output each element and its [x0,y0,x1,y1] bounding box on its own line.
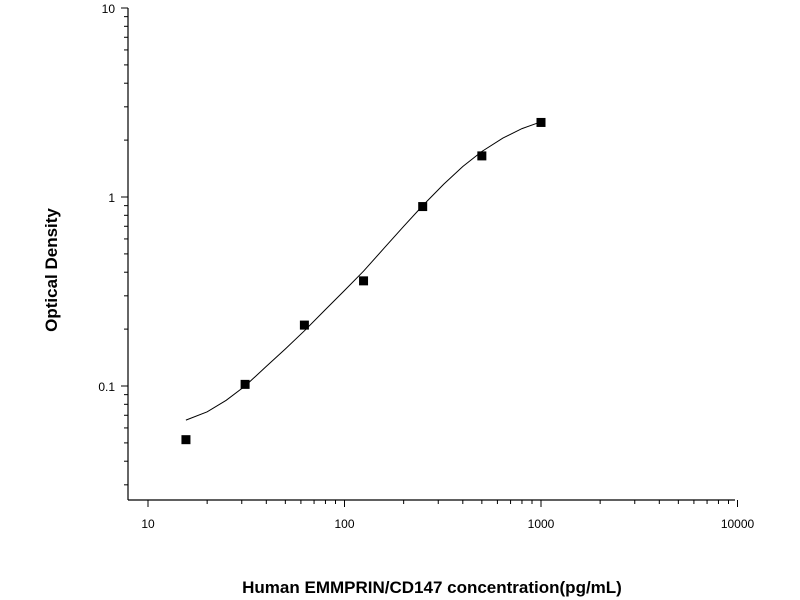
x-tick-label: 10 [141,517,155,531]
y-tick-label: 1 [108,191,115,205]
y-tick-label: 0.1 [98,380,115,394]
fit-curve [185,121,542,421]
x-axis-title: Human EMMPRIN/CD147 concentration(pg/mL) [242,578,622,597]
data-point [359,276,369,286]
y-axis-title: Optical Density [42,208,61,332]
data-point [181,435,191,445]
x-tick-label: 100 [334,517,354,531]
data-point [477,151,487,161]
data-point [240,379,250,389]
x-tick-label: 10000 [721,517,755,531]
axes [121,7,738,507]
data-point [536,117,546,127]
data-points [181,117,546,445]
data-point [299,320,309,330]
y-tick-label: 10 [102,2,116,16]
x-tick-label: 1000 [528,517,555,531]
data-point [418,202,428,212]
tick-labels: 10 100 1000 10000 0.1 1 10 [98,2,754,531]
